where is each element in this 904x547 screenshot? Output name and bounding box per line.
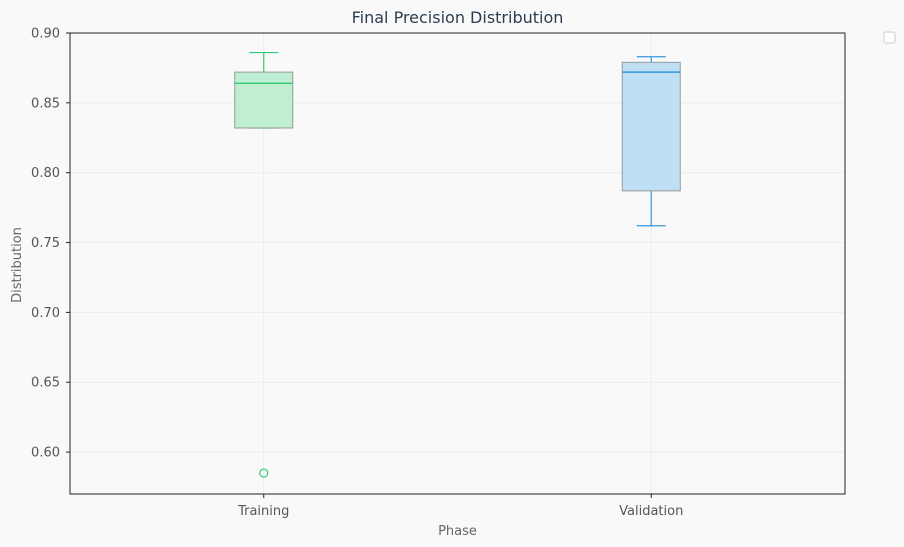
x-tick-label: Validation bbox=[619, 504, 683, 519]
y-tick-label: 0.60 bbox=[31, 446, 60, 461]
outlier-point bbox=[259, 468, 269, 478]
x-axis-label: Phase bbox=[438, 524, 477, 539]
box-layer bbox=[234, 51, 681, 478]
y-tick-label: 0.85 bbox=[31, 96, 60, 111]
iqr-box bbox=[234, 71, 294, 129]
y-tick-label: 0.75 bbox=[31, 236, 60, 251]
chart-title: Final Precision Distribution bbox=[352, 8, 564, 27]
y-tick-label: 0.90 bbox=[31, 27, 60, 42]
tick-layer: 0.60 0.65 0.70 0.75 0.80 0.85 0.90 Training Vali… bbox=[31, 27, 683, 520]
y-tick-label: 0.80 bbox=[31, 166, 60, 181]
y-axis-label: Distribution bbox=[10, 227, 25, 303]
box-training bbox=[234, 51, 294, 478]
grid-layer bbox=[70, 32, 845, 494]
plot-frame bbox=[69, 32, 846, 495]
box-validation bbox=[621, 56, 681, 227]
y-tick-label: 0.70 bbox=[31, 306, 60, 321]
legend-box bbox=[883, 31, 896, 44]
y-tick-label: 0.65 bbox=[31, 376, 60, 391]
iqr-box bbox=[621, 61, 681, 192]
x-tick-label: Training bbox=[237, 504, 289, 519]
